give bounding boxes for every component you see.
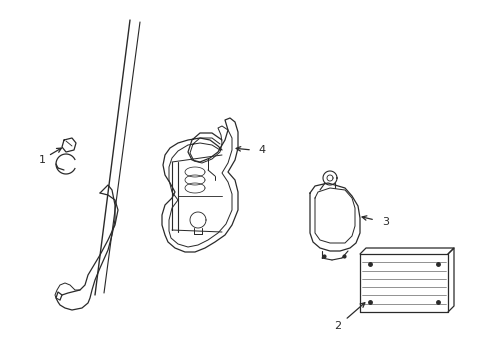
Text: 4: 4 (258, 145, 264, 155)
Text: 1: 1 (39, 155, 45, 165)
Text: 2: 2 (334, 321, 341, 331)
Text: 3: 3 (381, 217, 388, 227)
